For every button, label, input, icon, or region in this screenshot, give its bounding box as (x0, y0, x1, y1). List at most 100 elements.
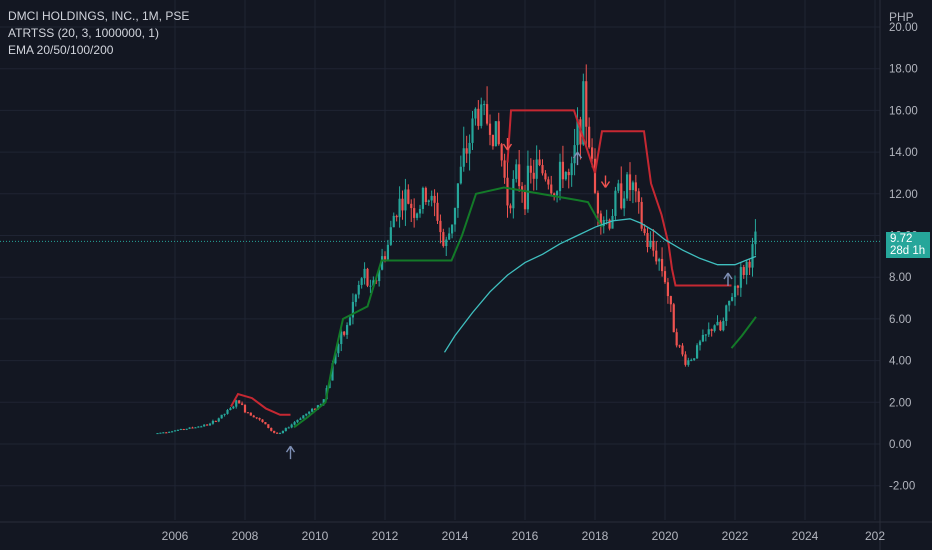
candle-body (223, 413, 226, 415)
candle-body (570, 163, 573, 176)
candle-body (625, 174, 629, 199)
candle-body (357, 284, 360, 295)
candle-body (410, 203, 413, 209)
candle-body (197, 426, 200, 428)
candle-body (658, 258, 661, 262)
candle-body (608, 219, 611, 229)
indicator-ema-label[interactable]: EMA 20/50/100/200 (8, 43, 114, 57)
candle-body (573, 145, 576, 164)
candle-body (652, 240, 655, 251)
candle-body (590, 147, 594, 159)
candle-body (544, 173, 547, 180)
candle-body (477, 108, 480, 126)
candle-body (159, 432, 162, 434)
candle-body (739, 267, 742, 288)
candle-body (698, 341, 702, 346)
ema-line (443, 218, 757, 353)
candle-body (453, 207, 457, 225)
time-axis-label: 2012 (372, 529, 399, 543)
candle-body (754, 231, 757, 245)
candle-body (246, 412, 250, 414)
candle-body (678, 345, 681, 347)
candle-body (448, 233, 451, 240)
candle-body (713, 325, 716, 331)
candle-body (226, 410, 229, 414)
candle-body (640, 201, 643, 229)
time-axis-label: 2014 (442, 529, 469, 543)
candle-body (710, 329, 713, 331)
candle-body (445, 239, 448, 246)
time-axis-label: 2010 (302, 529, 329, 543)
candle-body (404, 189, 407, 211)
candle-body (273, 430, 276, 433)
candle-body (214, 420, 217, 422)
candle-body (518, 164, 521, 187)
indicator-atrtss-label[interactable]: ATRTSS (20, 3, 1000000, 1) (8, 26, 159, 40)
candle-body (637, 191, 640, 202)
candle-body (220, 414, 223, 419)
symbol-title[interactable]: DMCI HOLDINGS, INC., 1M, PSE (8, 9, 190, 23)
candle-body (238, 400, 241, 404)
candle-body (170, 431, 174, 433)
candle-body (620, 183, 623, 209)
time-axis-label: 202 (865, 529, 885, 543)
candle-body (217, 418, 220, 422)
candle-body (558, 161, 562, 192)
candle-body (483, 104, 486, 106)
candle-body (655, 250, 658, 262)
candle-body (185, 428, 188, 430)
candle-body (203, 424, 206, 427)
candle-body (267, 424, 270, 428)
candle-body (205, 424, 209, 426)
candle-body (418, 208, 422, 214)
trailing-stop-green-line (293, 186, 603, 429)
candle-body (278, 433, 282, 435)
candle-body (520, 186, 524, 191)
candle-body (392, 215, 395, 228)
candle-body (605, 219, 608, 221)
candle-body (305, 413, 308, 416)
candle-body (675, 332, 678, 346)
candle-body (284, 428, 287, 431)
candle-body (252, 415, 255, 418)
sell-arrow-icon (600, 175, 611, 188)
candle-body (351, 301, 355, 318)
candle-body (407, 189, 410, 204)
candle-body (424, 187, 427, 203)
candle-body (716, 321, 719, 326)
candle-body (360, 278, 363, 285)
trailing-stop-green-line (730, 316, 757, 349)
candle-body (378, 269, 381, 282)
candle-body (611, 215, 614, 229)
candle-body (389, 227, 392, 245)
time-axis-label: 2022 (722, 529, 749, 543)
candle-body (614, 190, 617, 216)
chart-legend: DMCI HOLDINGS, INC., 1M, PSE ATRTSS (20,… (8, 8, 189, 59)
candle-body (380, 256, 384, 270)
candle-body (582, 81, 585, 145)
candle-body (439, 220, 442, 233)
candle-body (383, 256, 387, 260)
candle-body (188, 427, 191, 429)
candle-body (588, 126, 591, 148)
price-axis-label: 4.00 (889, 356, 911, 368)
candle-body (456, 183, 460, 208)
candle-body (232, 406, 235, 409)
candle-body (649, 240, 652, 247)
candle-body (471, 118, 474, 143)
candle-body (191, 427, 194, 429)
trailing-stop-red-line (230, 392, 291, 416)
candle-body (462, 148, 465, 167)
candle-body (372, 280, 375, 286)
candle-body (459, 166, 462, 184)
candle-body (168, 431, 171, 433)
candle-body (165, 432, 168, 434)
candle-body (596, 192, 600, 214)
candle-body (179, 429, 182, 431)
candle-body (436, 202, 439, 221)
candle-body (319, 404, 322, 406)
candle-body (719, 321, 722, 331)
candle-body (733, 285, 737, 298)
candle-body (413, 208, 416, 218)
